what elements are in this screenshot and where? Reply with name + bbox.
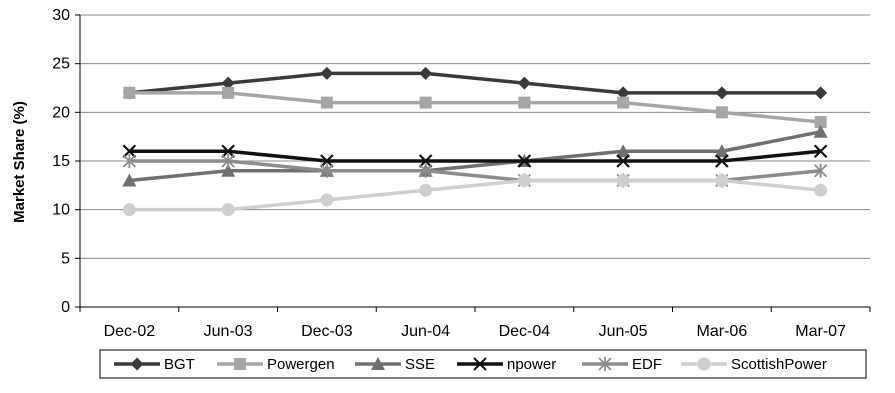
legend-label: npower <box>507 356 556 373</box>
data-point <box>517 76 531 90</box>
axes <box>75 14 871 312</box>
series-line <box>129 91 821 124</box>
legend-item-bgt: BGT <box>114 356 195 373</box>
x-tick-label: Dec-03 <box>301 323 353 340</box>
y-tick-label: 0 <box>61 299 70 316</box>
data-point <box>122 173 137 187</box>
legend-swatch-marker <box>371 357 385 370</box>
data-point <box>221 163 236 177</box>
data-point <box>320 163 334 178</box>
x-tick-label: Dec-02 <box>104 323 156 340</box>
data-point <box>813 163 828 178</box>
x-tick-label: Jun-04 <box>401 323 450 340</box>
data-point <box>320 96 333 109</box>
data-point <box>714 144 729 158</box>
legend-swatch-marker <box>234 358 246 370</box>
data-point <box>715 154 729 168</box>
data-point <box>221 154 235 168</box>
data-point <box>418 154 433 168</box>
x-tick-label: Mar-06 <box>697 323 748 340</box>
data-point <box>419 183 433 197</box>
data-point <box>517 154 532 168</box>
data-point <box>320 154 334 168</box>
series-npower <box>122 144 828 168</box>
y-tick-label: 15 <box>52 153 70 170</box>
series-line <box>129 71 821 95</box>
legend: BGT Powergen SSE npower EDF ScottishPower <box>99 349 867 379</box>
x-tick-label: Dec-04 <box>499 323 551 340</box>
data-point <box>320 66 334 80</box>
legend-label: SSE <box>405 356 435 373</box>
x-tick-label: Jun-03 <box>204 323 253 340</box>
legend-label: BGT <box>164 356 195 373</box>
legend-swatch-marker <box>697 357 711 371</box>
series-scottishpower <box>122 173 828 217</box>
data-point <box>122 144 137 159</box>
x-tick-label: Mar-07 <box>795 323 846 340</box>
data-point <box>814 183 828 197</box>
y-tick-label: 5 <box>61 250 70 267</box>
x-tick-labels: Dec-02 Jun-03 Dec-03 Jun-04 Dec-04 Jun-05 Mar-… <box>104 323 846 340</box>
data-point <box>715 86 729 100</box>
data-point <box>814 116 827 129</box>
data-point <box>518 96 531 109</box>
data-point <box>616 144 631 158</box>
series-powergen <box>123 86 827 129</box>
data-point <box>814 86 828 100</box>
legend-item-powergen: Powergen <box>217 356 335 373</box>
legend-item-edf: EDF <box>582 356 662 373</box>
data-point <box>616 86 630 100</box>
y-tick-label: 20 <box>52 104 70 121</box>
data-point <box>419 96 432 109</box>
data-point <box>221 144 235 159</box>
data-point <box>418 163 433 178</box>
data-point <box>617 96 630 109</box>
data-point <box>123 86 136 99</box>
series-line <box>129 130 821 183</box>
data-point <box>616 173 630 187</box>
series-line <box>129 149 821 163</box>
y-tick-label: 25 <box>52 56 70 73</box>
legend-label: EDF <box>632 356 662 373</box>
series-group <box>122 66 828 217</box>
legend-label: ScottishPower <box>731 356 827 373</box>
data-point <box>320 193 334 207</box>
y-tick-labels: 0 5 10 15 20 25 30 <box>52 7 70 316</box>
legend-label: Powergen <box>267 356 335 373</box>
legend-swatch-marker <box>598 357 612 371</box>
grid-lines <box>80 14 870 259</box>
data-point <box>419 66 433 80</box>
x-tick-label: Jun-05 <box>599 323 648 340</box>
data-point <box>715 173 729 187</box>
data-point <box>221 76 235 90</box>
y-axis-title: Market Share (%) <box>11 101 28 223</box>
legend-swatch-marker <box>130 357 144 371</box>
data-point <box>221 203 235 217</box>
data-point <box>813 144 828 159</box>
legend-item-scottishpower: ScottishPower <box>681 356 827 373</box>
legend-item-npower: npower <box>457 356 556 373</box>
data-point <box>616 154 630 168</box>
data-point <box>813 124 828 138</box>
y-tick-label: 30 <box>52 7 70 24</box>
data-point <box>517 173 531 187</box>
y-tick-label: 10 <box>52 202 70 219</box>
data-point <box>222 86 235 99</box>
data-point <box>715 106 728 119</box>
data-point <box>122 203 136 217</box>
legend-item-sse: SSE <box>355 356 435 373</box>
series-line <box>129 178 821 212</box>
data-point <box>122 154 137 168</box>
legend-swatch-marker <box>473 357 487 371</box>
